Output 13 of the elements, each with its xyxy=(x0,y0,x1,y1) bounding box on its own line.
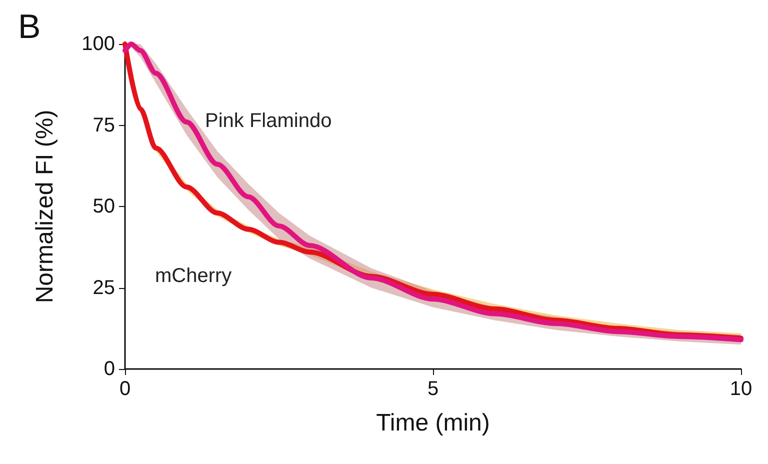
x-axis-title: Time (min) xyxy=(376,410,490,436)
x-tick-label: 10 xyxy=(730,378,752,400)
series-label: mCherry xyxy=(155,265,232,287)
series-label: Pink Flamindo xyxy=(205,110,332,132)
x-tick-label: 5 xyxy=(427,378,439,400)
text: B xyxy=(18,8,41,46)
y-tick-label: 0 xyxy=(104,358,115,380)
y-tick-label: 100 xyxy=(82,33,115,55)
y-tick-label: 25 xyxy=(92,276,115,299)
y-tick-label: 50 xyxy=(92,196,115,218)
x-tick-label: 0 xyxy=(119,378,131,400)
y-tick-label: 75 xyxy=(92,114,115,136)
y-axis-title: Normalized FI (%) xyxy=(32,110,58,304)
